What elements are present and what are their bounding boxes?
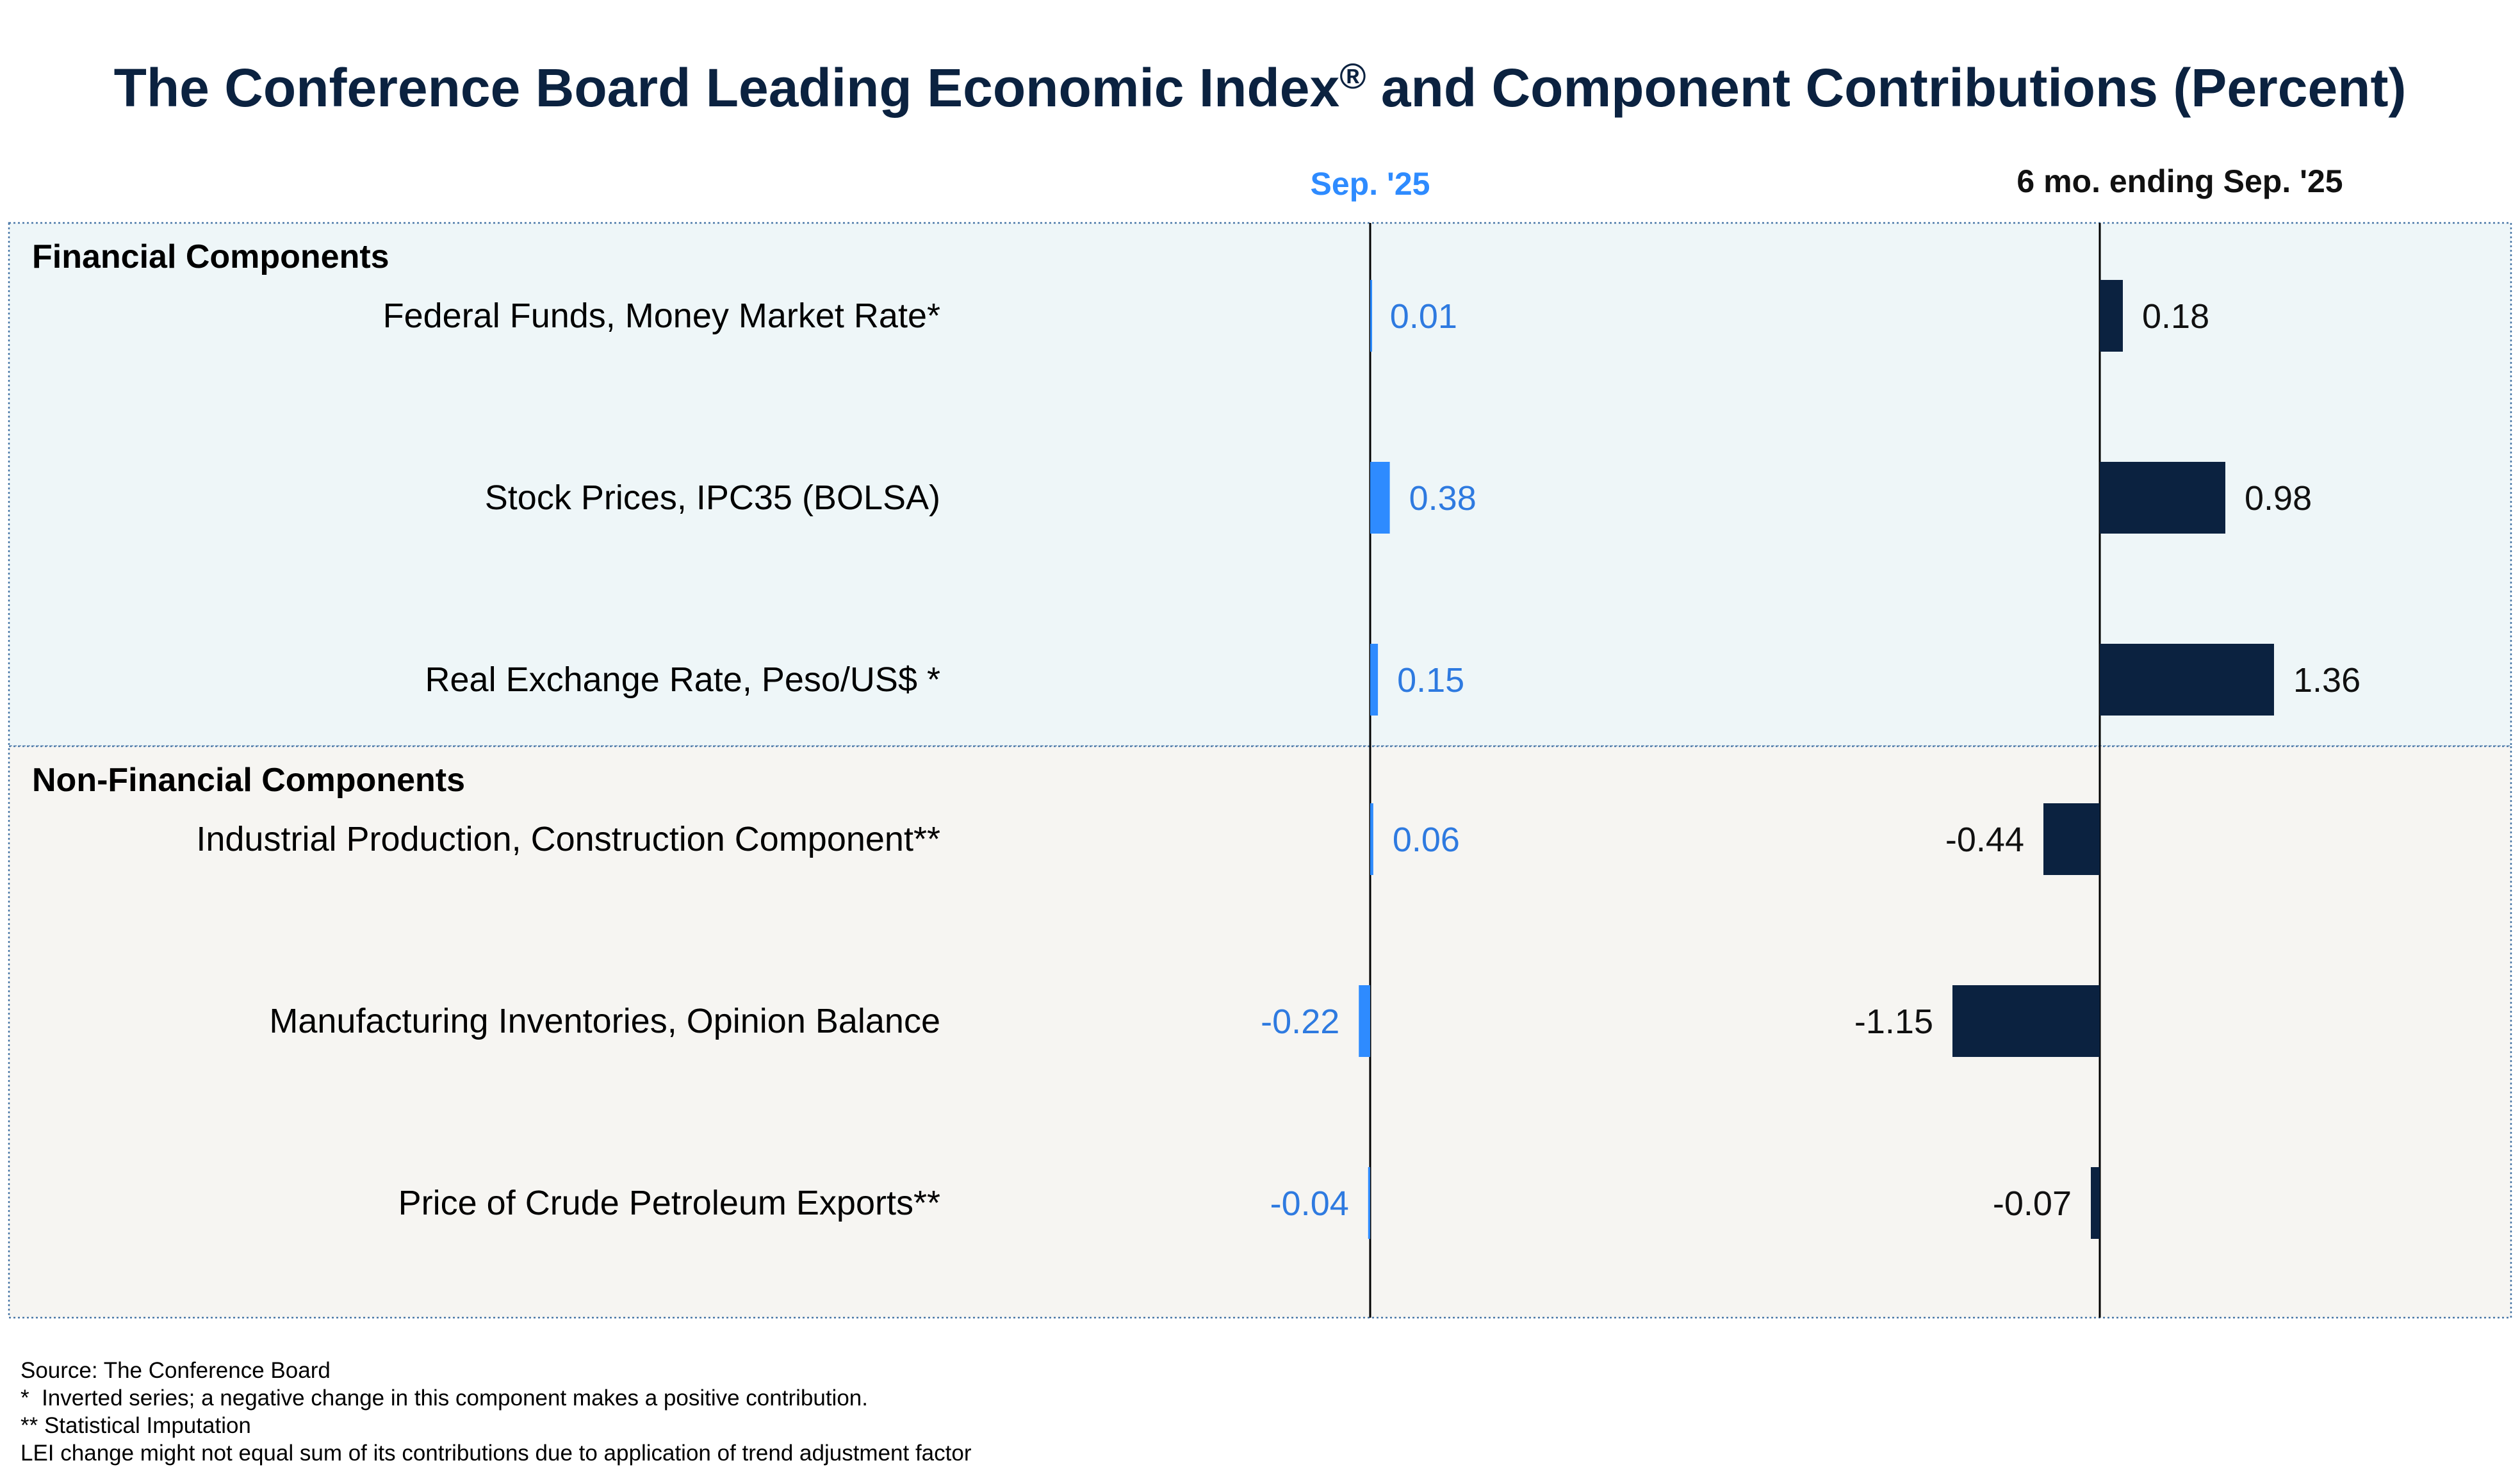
footnote-imputation: ** Statistical Imputation [20,1413,251,1438]
panel-header-6mo: 6 mo. ending Sep. '25 [2017,163,2343,199]
value-label-month: -0.22 [1261,1002,1339,1041]
value-label-6mo: -0.44 [1945,821,2024,859]
bar-month [1370,803,1373,875]
value-label-6mo: -1.15 [1854,1002,1933,1041]
bar-6mo [2100,280,2123,352]
row-label: Stock Prices, IPC35 (BOLSA) [485,479,940,517]
bar-6mo [2100,462,2225,534]
bar-month [1368,1167,1370,1239]
value-label-6mo: -0.07 [1993,1184,2072,1223]
bar-6mo [2100,644,2274,716]
group-panel-0 [8,222,2512,748]
value-label-6mo: 0.18 [2142,297,2209,336]
bar-month [1370,280,1372,352]
chart-title: The Conference Board Leading Economic In… [114,56,2407,118]
value-label-month: -0.04 [1270,1184,1349,1223]
row-label: Federal Funds, Money Market Rate* [383,297,940,335]
value-label-month: 0.06 [1393,821,1460,859]
value-label-month: 0.01 [1390,297,1457,336]
bar-6mo [2043,803,2100,875]
value-label-6mo: 0.98 [2245,479,2312,518]
panel-header-month: Sep. '25 [1311,166,1430,202]
value-label-month: 0.15 [1397,661,1464,700]
footnote-source: Source: The Conference Board [20,1358,331,1383]
row-label: Industrial Production, Construction Comp… [196,820,940,858]
value-label-month: 0.38 [1409,479,1477,518]
row-label: Real Exchange Rate, Peso/US$ * [425,660,940,699]
bar-month [1359,985,1370,1057]
value-label-6mo: 1.36 [2293,661,2360,700]
row-label: Manufacturing Inventories, Opinion Balan… [269,1002,940,1040]
group-header-1: Non-Financial Components [32,762,465,799]
bar-6mo [2091,1167,2100,1239]
bar-month [1370,644,1379,716]
bar-month [1370,462,1390,534]
footnotes: Source: The Conference Board * Inverted … [20,1357,972,1467]
bar-6mo [1952,985,2100,1057]
row-label: Price of Crude Petroleum Exports** [398,1184,940,1222]
footnote-inverted-series: * Inverted series; a negative change in … [20,1386,868,1411]
footnote-trend-adjustment: LEI change might not equal sum of its co… [20,1441,972,1466]
group-header-0: Financial Components [32,238,389,275]
